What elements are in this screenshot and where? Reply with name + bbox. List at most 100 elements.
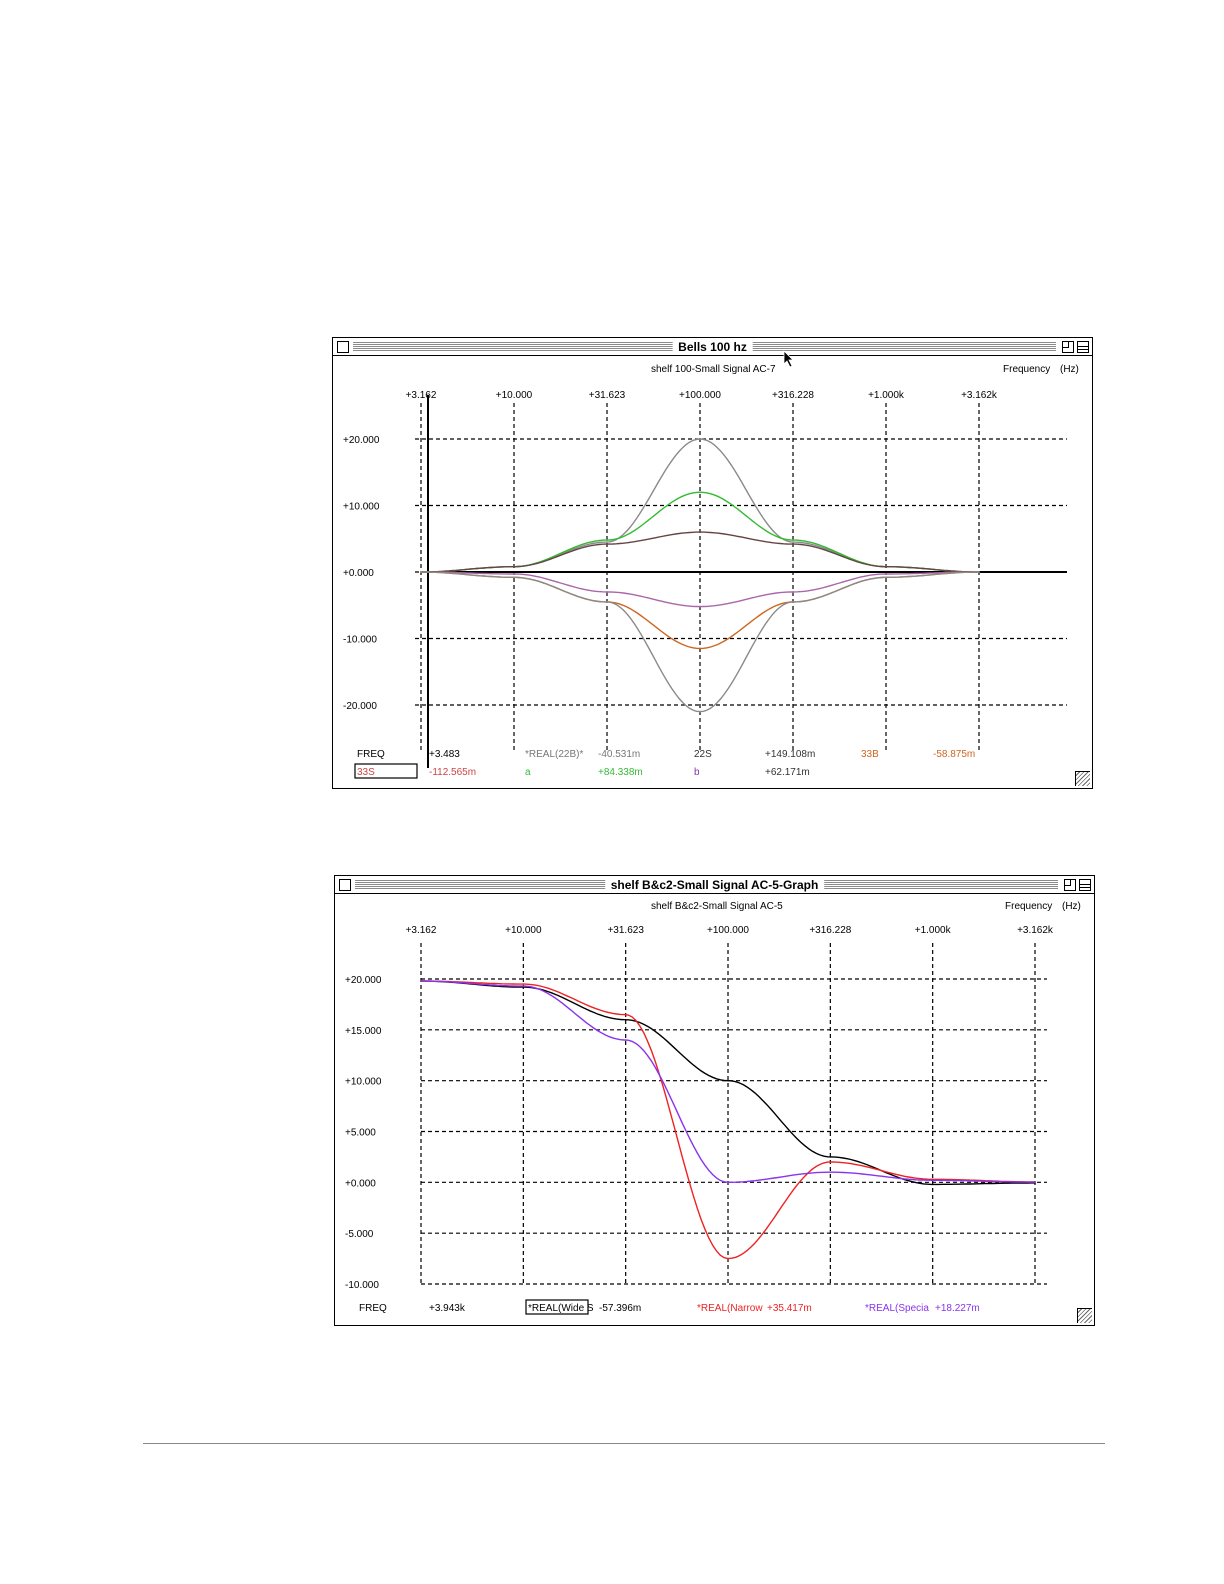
x-tick-label: +31.623 xyxy=(607,925,644,936)
x-tick-label: +1.000k xyxy=(868,390,905,401)
y-tick-label: +0.000 xyxy=(343,568,374,579)
data-point xyxy=(513,565,515,568)
y-tick-label: +0.000 xyxy=(345,1178,376,1189)
grow-box[interactable] xyxy=(1075,771,1090,786)
data-point xyxy=(420,980,422,982)
readout-value: +18.227m xyxy=(935,1303,980,1314)
mouse-cursor-icon xyxy=(783,350,794,368)
data-point xyxy=(699,647,701,650)
x-tick-label: +100.000 xyxy=(679,390,721,401)
zoom-box[interactable] xyxy=(1062,341,1074,353)
y-tick-label: +20.000 xyxy=(343,435,380,446)
data-point xyxy=(885,576,887,579)
data-point xyxy=(1034,1181,1036,1183)
title-bar[interactable]: Bells 100 hz xyxy=(333,338,1092,356)
x-tick-label: +316.228 xyxy=(772,390,814,401)
readout-value: +35.417m xyxy=(767,1303,812,1314)
collapse-box[interactable] xyxy=(1077,341,1089,353)
data-point xyxy=(978,571,980,573)
close-box[interactable] xyxy=(339,879,351,891)
readout-value: +84.338m xyxy=(598,767,643,778)
data-point xyxy=(792,539,794,541)
window-title: Bells 100 hz xyxy=(672,340,753,354)
data-point xyxy=(624,1013,627,1016)
data-point xyxy=(624,1018,627,1021)
zoom-box[interactable] xyxy=(1064,879,1076,891)
x-tick-label: +1.000k xyxy=(915,925,952,936)
x-tick-label: +100.000 xyxy=(707,925,749,936)
page-divider xyxy=(143,1443,1105,1444)
collapse-box[interactable] xyxy=(1079,879,1091,891)
readout-value: 33B xyxy=(861,749,879,760)
readout-value: +3.483 xyxy=(429,749,460,760)
readout-selector-box[interactable] xyxy=(354,763,418,779)
x-tick-label: +316.228 xyxy=(809,925,851,936)
window-title: shelf B&c2-Small Signal AC-5-Graph xyxy=(604,878,825,892)
readout-value: *REAL(22B)* xyxy=(525,749,583,760)
graph-subtitle: shelf 100-Small Signal AC-7 xyxy=(651,364,776,375)
readout-value: 33S xyxy=(357,767,375,778)
data-point xyxy=(727,1257,729,1260)
chart-bells: +3.162 +10.000 +31.623 +100.000 +316.228 +1.0… xyxy=(343,390,1067,779)
data-point xyxy=(420,571,422,573)
y-tick-label: -20.000 xyxy=(343,701,377,712)
data-point xyxy=(513,576,515,579)
readout-value: +62.171m xyxy=(765,767,810,778)
close-box[interactable] xyxy=(337,341,349,353)
readout-value: -40.531m xyxy=(598,749,640,760)
data-point xyxy=(727,1079,729,1082)
data-point xyxy=(606,539,608,541)
y-tick-label: -5.000 xyxy=(345,1229,374,1240)
graph-window-shelf[interactable]: shelf B&c2-Small Signal AC-5-Graph shelf… xyxy=(334,875,1095,1326)
readout-value: 22S xyxy=(694,749,712,760)
graph-subtitle: shelf B&c2-Small Signal AC-5 xyxy=(651,901,783,912)
data-point xyxy=(885,565,887,568)
y-tick-label: +10.000 xyxy=(345,1077,382,1088)
data-point xyxy=(624,1039,627,1041)
x-tick-label: +3.162k xyxy=(961,390,998,401)
data-point xyxy=(513,573,515,575)
graph-window-bells[interactable]: Bells 100 hz shelf 100-Small Signal AC-7… xyxy=(332,337,1093,789)
y-tick-label: -10.000 xyxy=(345,1280,379,1291)
data-point xyxy=(699,605,701,608)
readout-value: b xyxy=(694,767,700,778)
data-point xyxy=(792,541,794,543)
data-point xyxy=(522,985,525,987)
x-tick-label: +3.162 xyxy=(406,925,437,936)
y-tick-label: -10.000 xyxy=(343,635,377,646)
y-tick-label: +15.000 xyxy=(345,1026,382,1037)
data-point xyxy=(792,591,794,593)
readout-value: +3.943k xyxy=(429,1303,466,1314)
data-point xyxy=(606,541,608,543)
axis-unit: (Hz) xyxy=(1060,364,1079,375)
y-tick-label: +5.000 xyxy=(345,1128,376,1139)
x-tick-label: +10.000 xyxy=(505,925,542,936)
data-point xyxy=(522,983,525,985)
data-point xyxy=(606,601,608,603)
readout-value: FREQ xyxy=(357,749,385,760)
data-point xyxy=(829,1171,832,1173)
grow-box[interactable] xyxy=(1077,1308,1092,1323)
data-point xyxy=(699,438,701,440)
readout-selector-box[interactable] xyxy=(525,1299,589,1315)
data-point xyxy=(931,1179,934,1182)
x-tick-label: +31.623 xyxy=(589,390,626,401)
axis-label: Frequency xyxy=(1003,364,1051,375)
readout-value: *REAL(Narrow xyxy=(697,1303,763,1314)
data-point xyxy=(699,531,701,533)
series-line xyxy=(420,980,1035,1183)
readout-value: *REAL(Specia xyxy=(865,1303,929,1314)
data-point xyxy=(792,543,794,545)
y-tick-label: +20.000 xyxy=(345,975,382,986)
data-point xyxy=(931,1183,934,1186)
data-point xyxy=(606,591,608,593)
readout-value: -112.565m xyxy=(429,767,476,778)
x-tick-label: +3.162 xyxy=(406,390,437,401)
title-bar[interactable]: shelf B&c2-Small Signal AC-5-Graph xyxy=(335,876,1094,894)
data-point xyxy=(829,1161,832,1163)
chart-shelf: +3.162 +10.000 +31.623 +100.000 +316.228 +1.0… xyxy=(345,925,1054,1315)
data-point xyxy=(792,601,794,603)
data-point xyxy=(699,491,701,493)
data-point xyxy=(885,573,887,575)
x-tick-label: +10.000 xyxy=(496,390,533,401)
